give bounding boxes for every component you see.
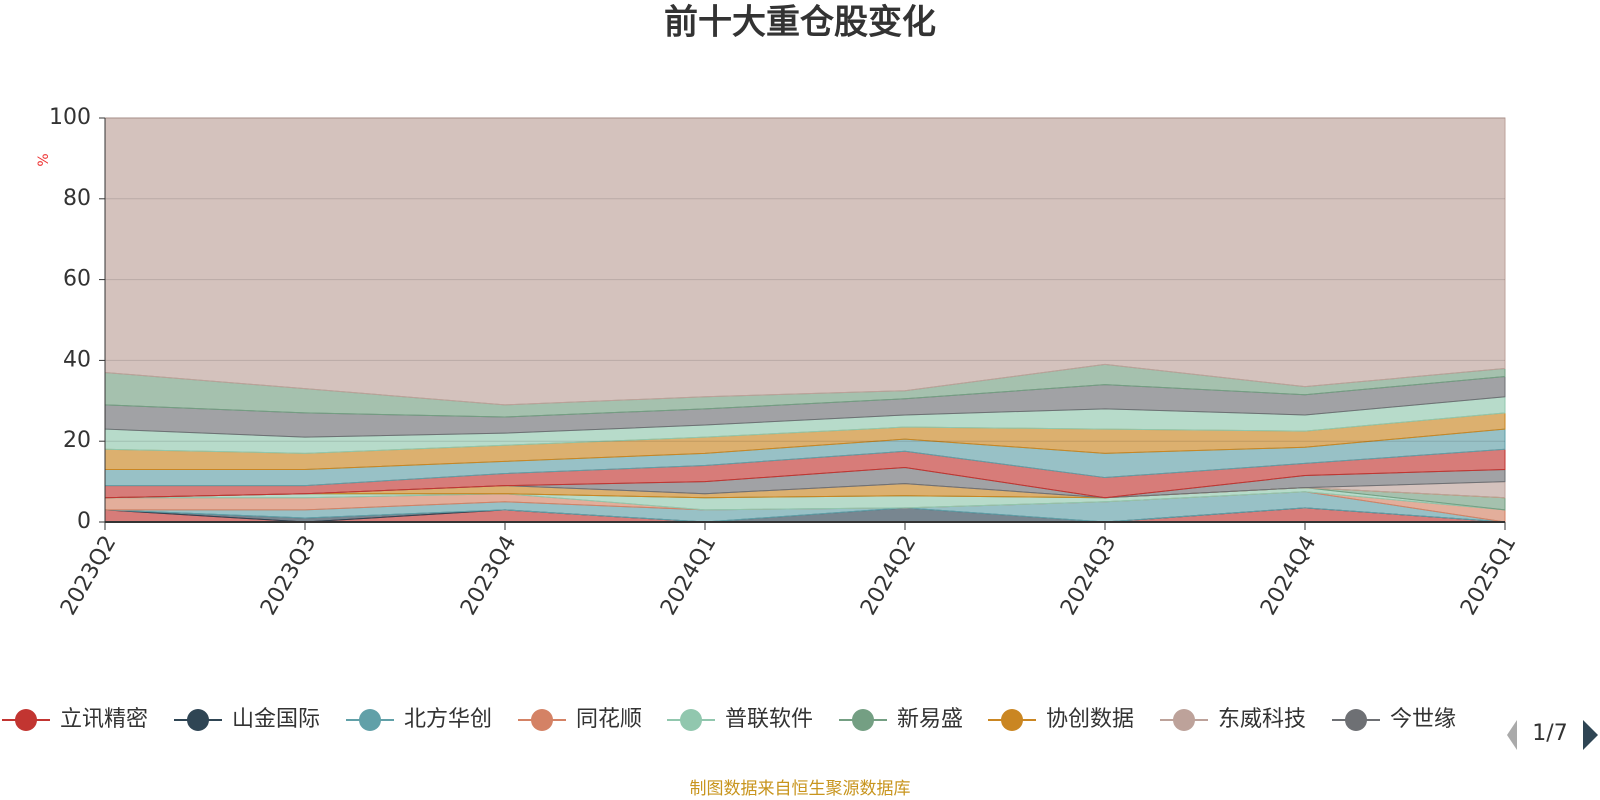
x-tick-label: 2023Q2 bbox=[56, 532, 121, 620]
legend-label[interactable]: 协创数据 bbox=[1046, 707, 1134, 732]
legend-marker bbox=[1173, 709, 1195, 731]
y-tick-label: 60 bbox=[63, 267, 91, 292]
legend-label[interactable]: 新易盛 bbox=[897, 707, 963, 732]
y-tick-label: 100 bbox=[49, 105, 91, 130]
y-axis-label: % bbox=[36, 153, 52, 166]
y-tick-label: 80 bbox=[63, 186, 91, 211]
area bbox=[104, 117, 1506, 406]
legend-label[interactable]: 山金国际 bbox=[232, 707, 320, 732]
legend-label[interactable]: 同花顺 bbox=[576, 707, 642, 732]
x-tick-label: 2023Q4 bbox=[456, 532, 521, 620]
legend-marker bbox=[1001, 709, 1023, 731]
source-note: 制图数据来自恒生聚源数据库 bbox=[690, 779, 911, 799]
x-tick-label: 2024Q1 bbox=[656, 532, 721, 620]
x-tick-label: 2025Q1 bbox=[1456, 532, 1521, 620]
legend-label[interactable]: 北方华创 bbox=[404, 707, 492, 732]
legend-prev[interactable] bbox=[1507, 720, 1517, 750]
legend-marker bbox=[187, 709, 209, 731]
y-tick-label: 40 bbox=[63, 347, 91, 372]
chart-title: 前十大重仓股变化 bbox=[664, 3, 936, 43]
legend-marker bbox=[852, 709, 874, 731]
legend: 立讯精密 山金国际 北方华创 同花顺 普联软件 新易盛 协创数据 东威科技 今世缘 bbox=[2, 707, 1456, 732]
legend-marker bbox=[15, 709, 37, 731]
legend-next[interactable] bbox=[1583, 720, 1598, 750]
y-tick-label: 0 bbox=[77, 509, 91, 534]
legend-label[interactable]: 东威科技 bbox=[1218, 707, 1306, 732]
legend-label[interactable]: 今世缘 bbox=[1390, 707, 1456, 732]
x-tick-label: 2023Q3 bbox=[256, 532, 321, 620]
legend-marker bbox=[359, 709, 381, 731]
legend-marker bbox=[531, 709, 553, 731]
x-tick-label: 2024Q2 bbox=[856, 532, 921, 620]
legend-marker bbox=[680, 709, 702, 731]
x-tick-label: 2024Q4 bbox=[1256, 532, 1321, 620]
plot-area bbox=[104, 117, 1506, 523]
x-tick-label: 2024Q3 bbox=[1056, 532, 1121, 620]
legend-page: 1/7 bbox=[1532, 721, 1567, 746]
legend-marker bbox=[1345, 709, 1367, 731]
legend-label[interactable]: 立讯精密 bbox=[60, 707, 148, 732]
legend-label[interactable]: 普联软件 bbox=[725, 707, 813, 732]
y-tick-label: 20 bbox=[63, 428, 91, 453]
